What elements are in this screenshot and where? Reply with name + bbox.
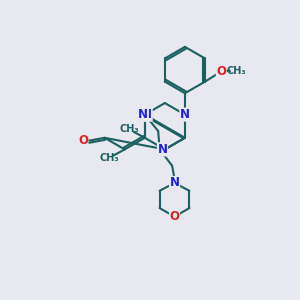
Text: O: O [169,210,179,223]
Text: N: N [138,108,148,121]
Text: O: O [216,65,226,78]
Text: N: N [169,176,179,190]
Text: N: N [158,143,167,156]
Text: N: N [180,108,190,121]
Text: N: N [142,108,152,121]
Text: CH₃: CH₃ [226,66,246,76]
Text: CH₃: CH₃ [119,124,139,134]
Text: O: O [78,134,88,147]
Text: CH₃: CH₃ [99,153,119,163]
